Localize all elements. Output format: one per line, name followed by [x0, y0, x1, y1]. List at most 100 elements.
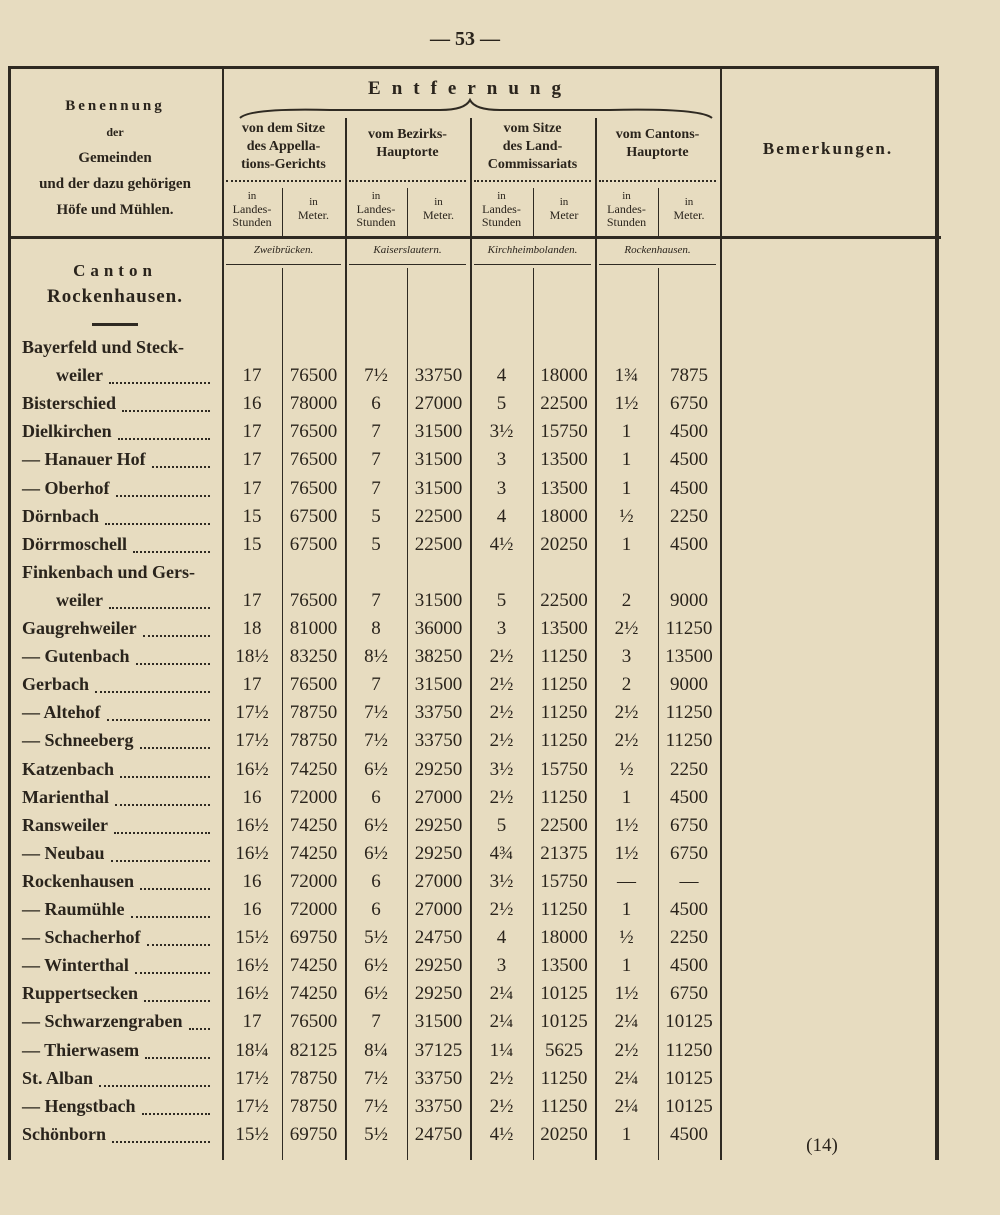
cell: 22500: [540, 393, 588, 415]
row-name: Ruppertsecken: [22, 983, 138, 1004]
row-name: — Altehof: [22, 702, 101, 723]
cell: 16½: [235, 814, 269, 836]
leader: [120, 775, 210, 778]
cell: 3: [496, 449, 507, 471]
row-name: Schönborn: [22, 1123, 107, 1144]
sub-header: Stunden: [232, 215, 272, 229]
cell: 6½: [364, 955, 388, 977]
cell: 17½: [235, 702, 269, 724]
cell: 7½: [364, 1067, 388, 1089]
cell: 6750: [670, 814, 708, 836]
cell: 27000: [414, 870, 463, 892]
leader: [109, 382, 210, 385]
cell: 7: [371, 449, 381, 471]
leader: [111, 859, 210, 862]
leader: [105, 522, 210, 525]
place: Rockenhausen.: [624, 244, 691, 256]
cell: 7: [371, 589, 381, 611]
row-name: — Hanauer Hof: [22, 449, 146, 470]
row-name: Gaugrehweiler: [22, 618, 137, 638]
sub-header: Landes-: [607, 202, 646, 216]
wave: [226, 180, 341, 182]
cell: 74250: [289, 955, 338, 977]
cell: 6: [371, 393, 381, 415]
cell: 7: [371, 1011, 381, 1033]
cell: 78750: [289, 1095, 338, 1117]
rule: [8, 236, 941, 239]
row-name: weiler: [56, 365, 103, 386]
cell: 33750: [414, 702, 463, 724]
leader: [143, 635, 210, 637]
group-title: tions-Gerichts: [241, 157, 326, 172]
leader: [131, 916, 210, 918]
cell: 11250: [665, 1039, 713, 1061]
cell: 2½: [489, 702, 514, 724]
row-name: Bisterschied: [22, 393, 116, 414]
leader: [140, 887, 210, 890]
group-title: Commissariats: [487, 157, 578, 172]
cell: 4: [496, 365, 507, 387]
cell: 33750: [414, 365, 463, 387]
section-title: Rockenhausen.: [47, 286, 183, 307]
row-name: — Thierwasem: [22, 1039, 140, 1060]
sub-header: Landes-: [356, 202, 396, 216]
cell: 5: [371, 505, 381, 527]
cell: 24750: [414, 927, 463, 949]
cell: —: [617, 870, 636, 892]
cell: 76500: [289, 477, 338, 499]
cell: 2¼: [614, 1067, 639, 1089]
cell: 76500: [289, 365, 338, 387]
sub-header: Meter.: [423, 208, 454, 222]
cell: 27000: [414, 393, 463, 415]
cell: 74250: [289, 842, 338, 864]
cell: 3: [496, 477, 507, 499]
cell: 5½: [364, 1123, 388, 1145]
cell: 29250: [414, 955, 463, 977]
cell: ½: [619, 758, 634, 780]
cell: 4500: [670, 955, 708, 977]
cell: 3½: [489, 870, 514, 892]
leader: [95, 691, 210, 694]
cell: 2¼: [489, 983, 514, 1005]
cell: 6750: [670, 983, 708, 1005]
cell: 5625: [545, 1039, 583, 1061]
place: Kirchheimbolanden.: [487, 244, 578, 256]
cell: 21375: [540, 842, 588, 864]
row-name: Ransweiler: [22, 814, 108, 835]
cell: 4500: [670, 533, 708, 555]
name-header: Höfe und Mühlen.: [56, 202, 174, 218]
cell: 17: [242, 1011, 262, 1033]
rule: [222, 66, 224, 1160]
page-number: — 53 —: [430, 28, 500, 50]
cell: 2¼: [489, 1011, 514, 1033]
cell: 27000: [414, 786, 463, 808]
leader: [136, 663, 210, 666]
cell: 22500: [540, 814, 588, 836]
cell: 16½: [235, 955, 269, 977]
cell: 16: [242, 786, 262, 808]
cell: 16: [242, 870, 262, 892]
cell: 15750: [540, 421, 588, 443]
rule: [92, 323, 138, 326]
leader: [142, 1112, 210, 1115]
sub-header: Landes-: [232, 202, 272, 216]
cell: 7875: [670, 365, 708, 387]
cell: 4500: [670, 449, 708, 471]
cell: 18000: [540, 365, 588, 387]
rule: [407, 188, 408, 236]
rule: [282, 188, 283, 236]
cell: 38250: [414, 646, 463, 668]
remarks-header: Bemerkungen.: [762, 139, 894, 158]
cell: 7½: [364, 365, 388, 387]
cell: 81000: [289, 618, 338, 639]
row-name: St. Alban: [22, 1067, 94, 1088]
row-name: weiler: [56, 589, 103, 610]
sub-header: Landes-: [482, 202, 521, 216]
cell: 17: [242, 421, 262, 443]
group-title: Hauptorte: [376, 145, 439, 160]
cell: 6: [371, 786, 381, 808]
cell: 33750: [414, 1067, 463, 1089]
cell: 17: [242, 365, 262, 387]
cell: 1: [621, 786, 632, 808]
sub-header: in: [371, 190, 381, 202]
